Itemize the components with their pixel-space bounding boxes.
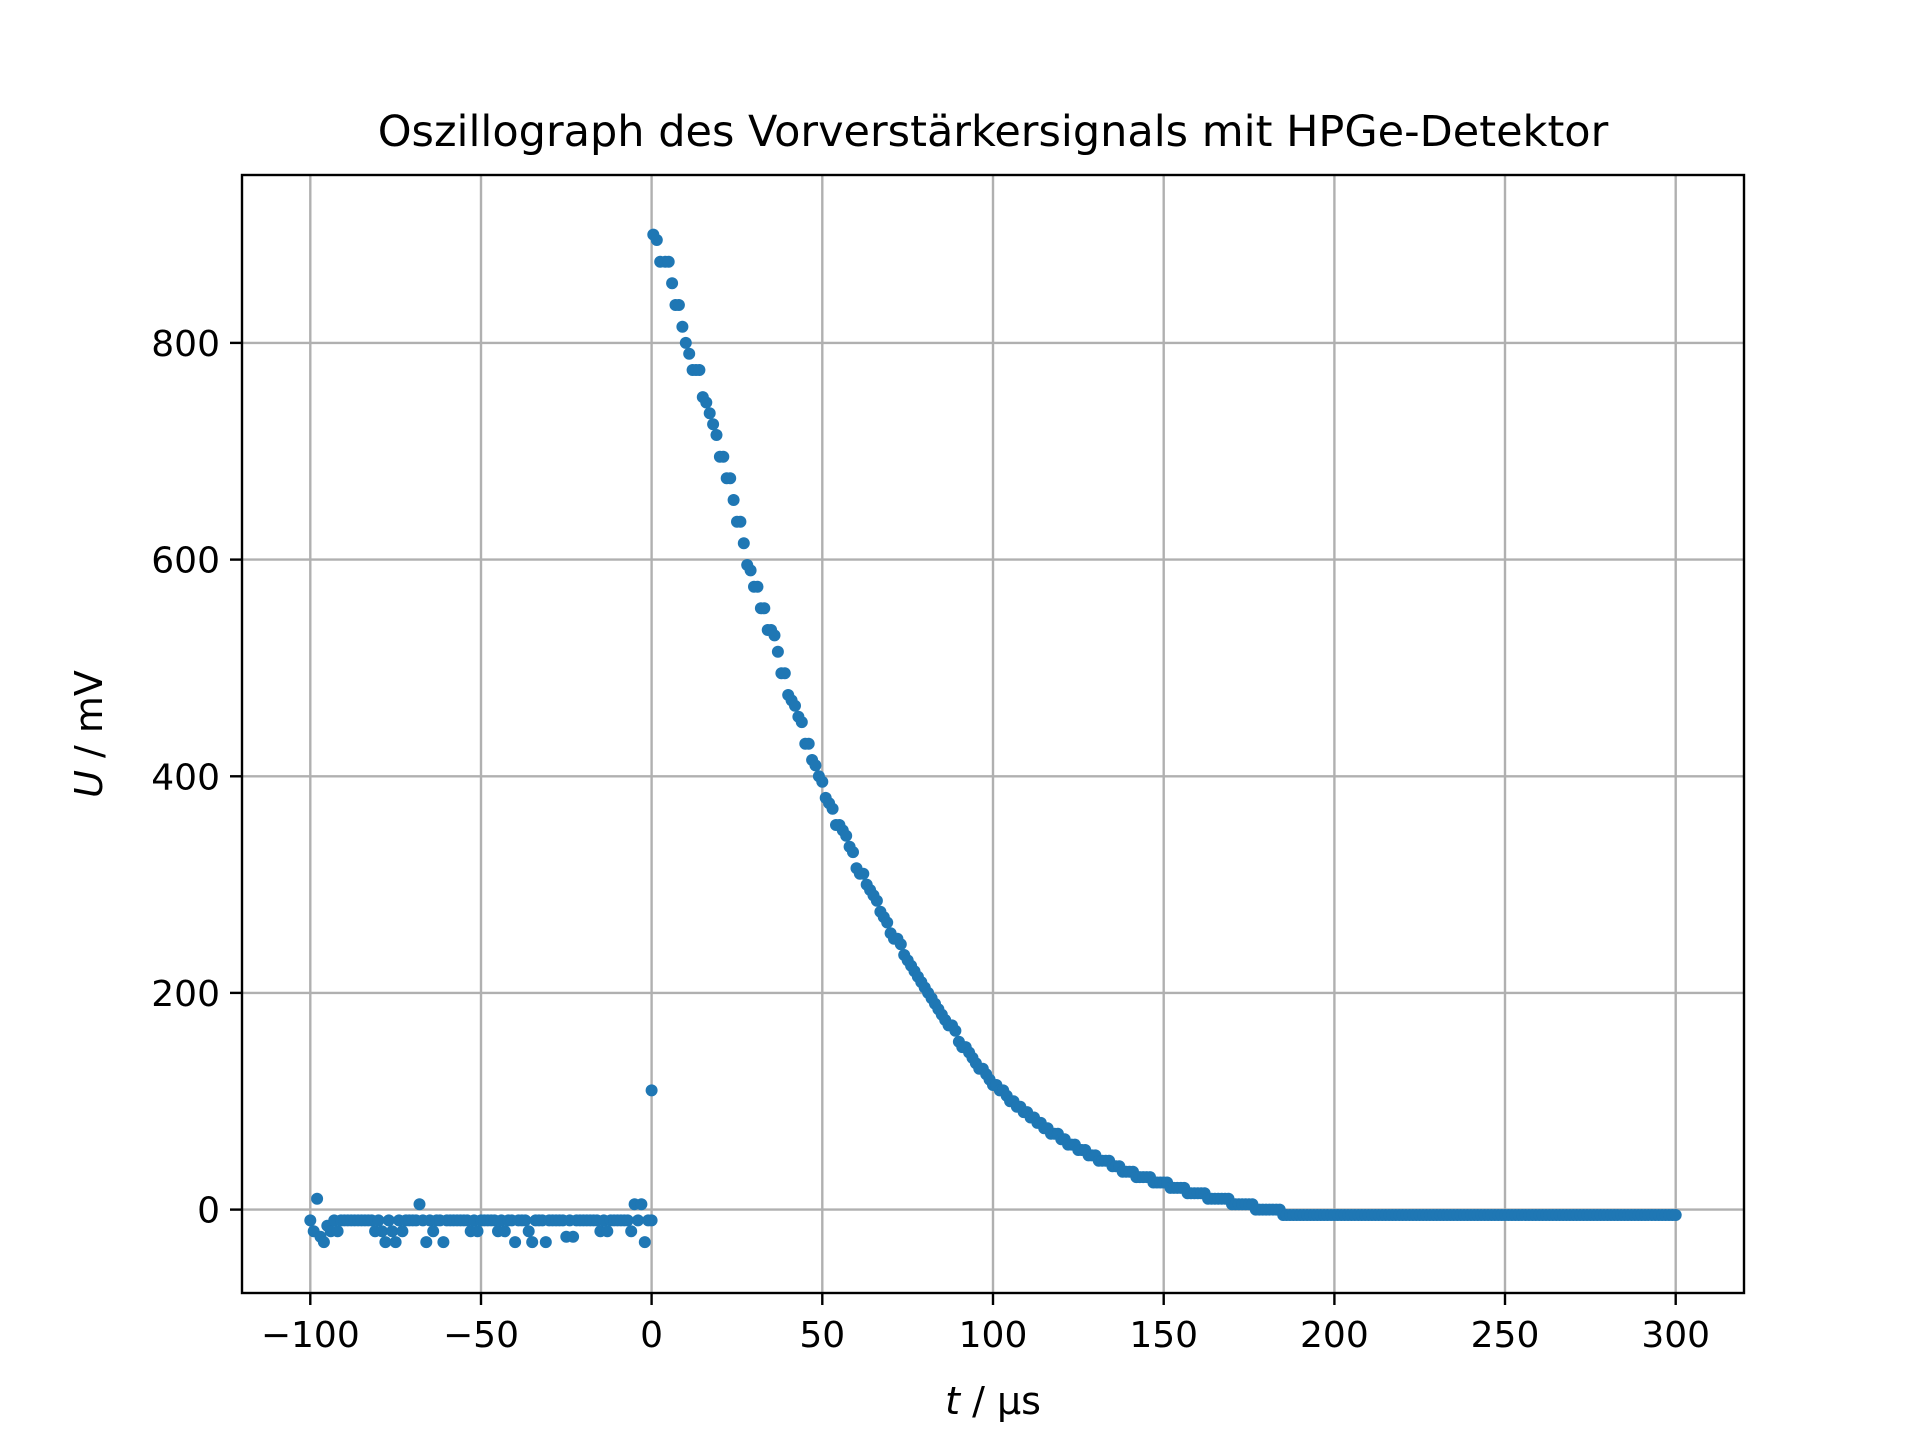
data-point (758, 602, 771, 615)
grid-lines (242, 175, 1744, 1293)
data-point (376, 1225, 388, 1238)
x-tick-label: 300 (1641, 1315, 1710, 1356)
x-tick-label: 50 (799, 1315, 845, 1356)
data-point (522, 1225, 535, 1238)
data-point (1669, 1209, 1682, 1221)
data-point (700, 396, 713, 409)
y-tick-label: 0 (197, 1191, 220, 1232)
data-point (526, 1236, 539, 1249)
data-point (437, 1236, 450, 1249)
data-point (751, 580, 764, 593)
x-tick-label: 250 (1471, 1315, 1540, 1356)
data-point (870, 894, 883, 907)
data-point (413, 1198, 426, 1211)
data-point (567, 1230, 580, 1243)
y-axis-label: U / mV (67, 670, 111, 798)
data-point (802, 737, 815, 750)
data-point (672, 299, 685, 311)
data-point (816, 775, 829, 788)
data-points (304, 228, 1682, 1249)
data-point (304, 1214, 317, 1227)
data-point (621, 1214, 634, 1227)
data-point (826, 802, 839, 815)
data-point (768, 629, 781, 642)
data-point (727, 494, 740, 506)
data-point (650, 234, 663, 246)
data-point (847, 846, 859, 859)
data-point (539, 1236, 552, 1249)
data-point (645, 1214, 658, 1227)
data-point (382, 1214, 395, 1227)
y-axis-unit: / mV (67, 670, 111, 770)
data-point (771, 645, 784, 658)
data-point (389, 1236, 402, 1249)
data-point (645, 1084, 658, 1097)
data-point (638, 1236, 651, 1249)
data-point (386, 1225, 399, 1238)
chart-title: Oszillograph des Vorverstärkersignals mi… (378, 107, 1609, 157)
data-point (949, 1024, 962, 1037)
data-point (471, 1225, 484, 1238)
data-point (679, 336, 692, 349)
data-point (710, 429, 723, 441)
data-point (317, 1236, 330, 1249)
data-point (881, 916, 894, 929)
data-point (498, 1225, 511, 1238)
data-point (311, 1192, 324, 1205)
data-point (894, 938, 907, 951)
data-point (625, 1225, 638, 1238)
x-axis-label: t / μs (945, 1379, 1041, 1423)
data-point (519, 1214, 532, 1227)
data-point (693, 364, 706, 376)
data-point (683, 347, 696, 360)
data-point (632, 1214, 644, 1227)
data-point (676, 320, 689, 333)
x-tick-label: 200 (1300, 1315, 1369, 1356)
data-point (809, 759, 822, 772)
y-tick-label: 400 (151, 757, 220, 798)
x-tick-label: 150 (1129, 1315, 1198, 1356)
data-point (372, 1214, 385, 1227)
y-axis-variable: U (67, 770, 111, 798)
x-axis-unit: / μs (960, 1379, 1041, 1423)
data-point (795, 716, 808, 729)
x-tick-label: −50 (443, 1315, 519, 1356)
x-tick-label: −100 (261, 1315, 360, 1356)
data-point (509, 1236, 522, 1249)
data-point (601, 1225, 614, 1238)
data-point (778, 667, 791, 680)
data-point (379, 1236, 392, 1249)
data-point (857, 867, 870, 880)
data-point (420, 1236, 433, 1249)
data-point (744, 564, 757, 577)
data-point (331, 1225, 344, 1238)
y-axis-ticks: 0 200 400 600 800 (151, 324, 242, 1232)
x-tick-label: 100 (959, 1315, 1028, 1356)
data-point (724, 472, 737, 485)
y-tick-label: 800 (151, 324, 220, 365)
y-tick-label: 200 (151, 974, 220, 1015)
data-point (840, 829, 853, 842)
data-point (427, 1225, 440, 1238)
x-axis-variable: t (945, 1379, 962, 1423)
x-tick-label: 0 (640, 1315, 663, 1356)
y-tick-label: 600 (151, 541, 220, 582)
data-point (717, 450, 730, 463)
data-point (662, 255, 675, 268)
data-point (396, 1225, 409, 1238)
x-axis-ticks: −100 −50 0 50 100 150 200 250 300 (261, 1293, 1710, 1356)
data-point (707, 418, 720, 431)
data-point (789, 699, 801, 712)
data-point (635, 1198, 648, 1211)
data-point (734, 515, 747, 528)
data-point (703, 407, 716, 420)
data-point (737, 537, 750, 550)
data-point (666, 277, 679, 290)
